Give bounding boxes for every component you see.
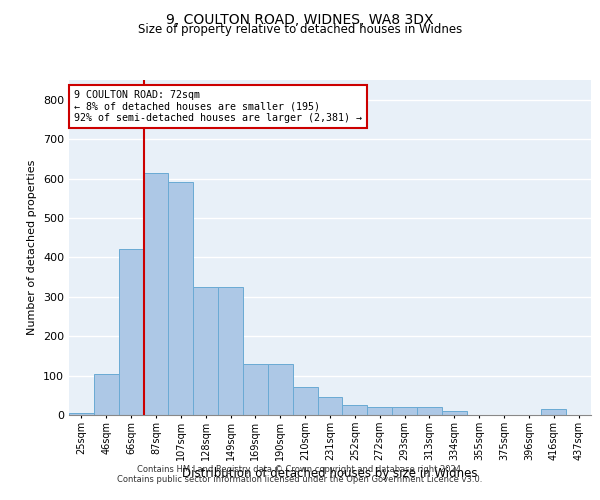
Bar: [69, 413, 94, 415]
Bar: [343, 405, 367, 415]
Bar: [119, 250, 143, 415]
Bar: [268, 364, 293, 415]
Bar: [94, 374, 119, 415]
Bar: [293, 388, 317, 415]
Bar: [367, 407, 392, 415]
Text: 9, COULTON ROAD, WIDNES, WA8 3DX: 9, COULTON ROAD, WIDNES, WA8 3DX: [166, 12, 434, 26]
Bar: [169, 182, 193, 415]
Y-axis label: Number of detached properties: Number of detached properties: [28, 160, 37, 335]
Bar: [442, 411, 467, 415]
Bar: [317, 398, 343, 415]
Bar: [392, 407, 417, 415]
X-axis label: Distribution of detached houses by size in Widnes: Distribution of detached houses by size …: [182, 467, 478, 480]
Bar: [218, 287, 243, 415]
Bar: [243, 364, 268, 415]
Bar: [193, 287, 218, 415]
Bar: [143, 172, 169, 415]
Text: 9 COULTON ROAD: 72sqm
← 8% of detached houses are smaller (195)
92% of semi-deta: 9 COULTON ROAD: 72sqm ← 8% of detached h…: [74, 90, 362, 123]
Text: Contains public sector information licensed under the Open Government Licence v3: Contains public sector information licen…: [118, 475, 482, 484]
Bar: [417, 407, 442, 415]
Bar: [541, 409, 566, 415]
Text: Size of property relative to detached houses in Widnes: Size of property relative to detached ho…: [138, 22, 462, 36]
Text: Contains HM Land Registry data © Crown copyright and database right 2024.: Contains HM Land Registry data © Crown c…: [137, 465, 463, 474]
